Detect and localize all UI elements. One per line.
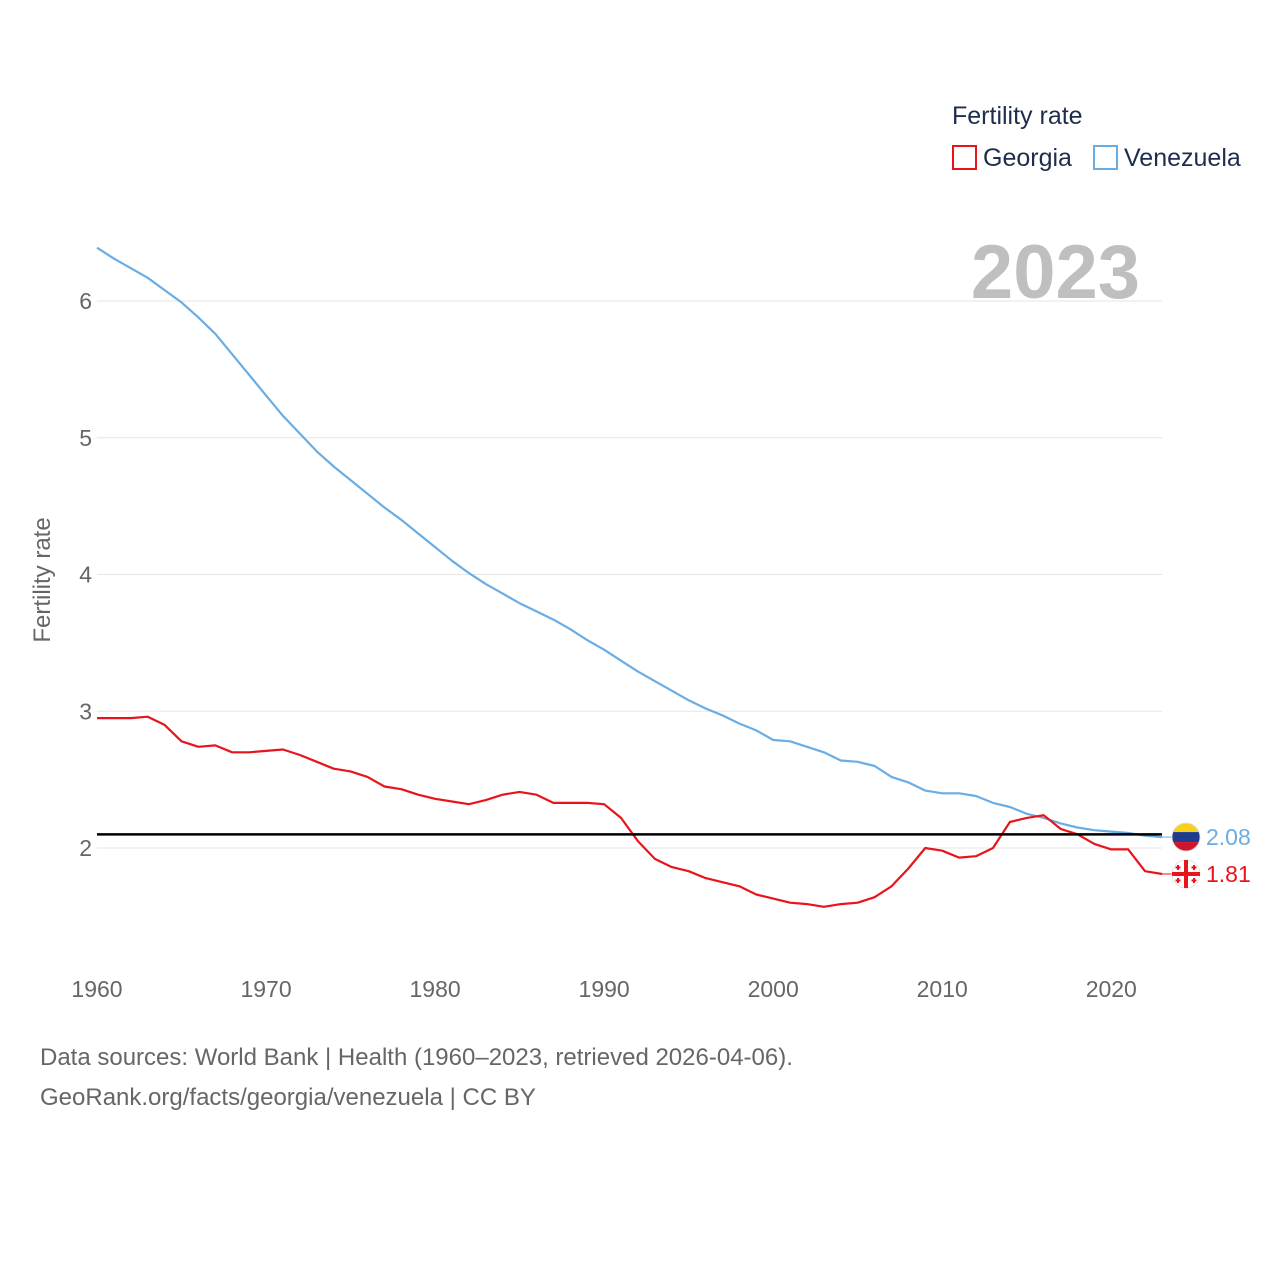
legend-swatch-venezuela: [1093, 145, 1118, 170]
x-tick-label: 1960: [71, 976, 122, 1002]
series-lines: [96, 246, 1172, 908]
georgia-end-value: 1.81: [1206, 861, 1251, 887]
gridlines: [97, 300, 1162, 849]
x-tick-label: 1980: [410, 976, 461, 1002]
y-tick-label: 6: [79, 288, 92, 314]
series-line-venezuela: [96, 246, 1163, 839]
venezuela-end-value: 2.08: [1206, 824, 1251, 850]
x-tick-label: 1990: [579, 976, 630, 1002]
year-label: 2023: [971, 230, 1140, 315]
legend-title: Fertility rate: [952, 102, 1083, 130]
x-tick-label: 1970: [240, 976, 291, 1002]
legend-swatch-georgia: [952, 145, 977, 170]
y-tick-label: 4: [79, 562, 92, 588]
y-axis-ticks: 2 3 4 5 6: [79, 288, 92, 861]
y-tick-label: 3: [79, 698, 92, 724]
footer-attribution: GeoRank.org/facts/georgia/venezuela | CC…: [40, 1084, 536, 1111]
venezuela-end-marker: 2.08: [1171, 822, 1251, 852]
x-tick-label: 2000: [748, 976, 799, 1002]
georgia-flag-icon: [1171, 859, 1201, 889]
footer-sources: Data sources: World Bank | Health (1960–…: [40, 1044, 793, 1071]
x-tick-label: 2010: [917, 976, 968, 1002]
x-axis-ticks: 1960 1970 1980 1990 2000 2010 2020: [71, 976, 1136, 1002]
y-tick-label: 2: [79, 835, 92, 861]
y-axis-title: Fertility rate: [29, 517, 56, 642]
y-tick-label: 5: [79, 425, 92, 451]
georgia-end-marker: 1.81: [1171, 859, 1251, 889]
legend-label-georgia: Georgia: [983, 144, 1072, 172]
series-line-georgia: [97, 715, 1163, 908]
legend: Fertility rate Georgia Venezuela: [952, 102, 1241, 172]
venezuela-flag-icon: [1171, 822, 1201, 852]
x-tick-label: 2020: [1086, 976, 1137, 1002]
legend-label-venezuela: Venezuela: [1124, 144, 1241, 172]
